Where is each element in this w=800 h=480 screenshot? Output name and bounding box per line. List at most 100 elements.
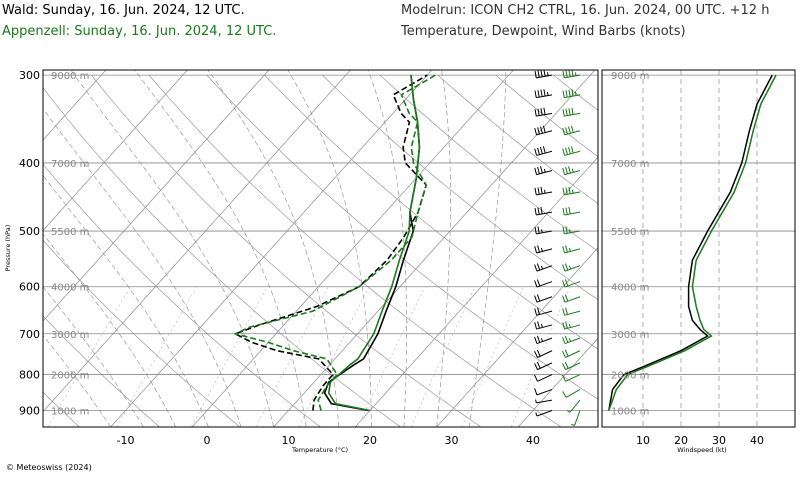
moist-adiabat — [436, 70, 451, 427]
windspeed-tick-label: 10 — [636, 434, 650, 447]
moist-adiabat — [468, 70, 507, 427]
pressure-axis-label: Pressure (hPa) — [4, 225, 12, 272]
barb-flag — [534, 322, 538, 330]
height-label: 9000 m — [51, 71, 89, 82]
dry-adiabat — [148, 74, 562, 427]
dry-adiabat — [437, 74, 598, 205]
barb-flag — [534, 363, 538, 370]
barb-flag — [537, 245, 540, 253]
barb-flag — [565, 207, 568, 215]
wind-barb — [534, 146, 553, 156]
temperature-tick-label: 0 — [204, 434, 211, 447]
moist-adiabat — [134, 70, 307, 427]
isotherm — [43, 70, 107, 141]
barb-staff — [536, 399, 553, 404]
barb-flag — [542, 125, 546, 133]
pressure-tick-label: 500 — [19, 225, 40, 238]
barb-flag — [565, 321, 568, 329]
barb-staff — [569, 399, 581, 413]
wind-barb — [534, 226, 553, 235]
barb-staff — [564, 112, 581, 117]
mixing-ratio-line — [191, 286, 268, 427]
barb-flag — [540, 108, 543, 116]
barb-half-flag — [566, 409, 571, 413]
barb-half-flag — [574, 91, 577, 96]
temperature-tick-label: 20 — [363, 434, 377, 447]
barb-flag — [540, 186, 543, 194]
barb-flag — [565, 90, 568, 98]
barb-flag — [565, 307, 568, 315]
barb-flag — [537, 147, 540, 155]
barb-flag — [564, 335, 569, 343]
barb-staff — [565, 389, 581, 398]
wind-barb — [534, 89, 553, 99]
wind-barb — [534, 166, 553, 176]
barb-half-flag — [546, 72, 549, 76]
wind-barb — [571, 410, 581, 427]
barb-flag — [562, 374, 566, 382]
wind-barb — [562, 226, 581, 235]
wind-height-label: 1000 m — [611, 406, 649, 417]
barb-flag — [534, 70, 537, 78]
barb-half-flag — [546, 91, 549, 96]
barb-flag — [565, 127, 568, 135]
barb-flag — [534, 374, 538, 382]
dry-adiabat — [379, 74, 598, 252]
barb-flag — [568, 126, 571, 134]
barb-flag — [571, 89, 574, 97]
wind-barb — [562, 389, 581, 398]
windspeed-axis-label: Windspeed (kt) — [677, 446, 726, 454]
barb-flag — [537, 307, 540, 315]
barb-flag — [562, 264, 566, 272]
barb-flag — [537, 70, 540, 78]
wind-barb — [562, 70, 581, 79]
barb-half-flag — [574, 72, 577, 76]
barb-flag — [543, 107, 546, 115]
pressure-tick-label: 700 — [19, 328, 40, 341]
barb-flag — [571, 70, 574, 77]
barb-flag — [570, 146, 574, 154]
wind-barb — [534, 245, 553, 254]
barb-flag — [534, 336, 538, 344]
height-label: 4000 m — [51, 283, 89, 294]
barb-flag — [562, 90, 565, 98]
height-label: 3000 m — [51, 330, 89, 341]
barb-flag — [562, 148, 566, 156]
mixing-ratio-line — [116, 286, 197, 427]
barb-flag — [570, 125, 574, 133]
wind-barb — [566, 399, 581, 413]
wind-barb — [534, 206, 553, 216]
wind-barb — [562, 263, 581, 272]
barb-flag — [562, 246, 566, 254]
wind-barb — [562, 307, 581, 316]
mixing-ratio-line — [357, 286, 426, 427]
barb-flag — [562, 70, 565, 78]
dry-adiabat — [206, 74, 598, 400]
temperature-tick-label: 10 — [282, 434, 296, 447]
moist-adiabat — [287, 70, 372, 427]
barb-flag — [537, 127, 540, 135]
appenzell-dewpoint-line — [232, 74, 436, 411]
barb-flag — [564, 294, 569, 302]
barb-flag — [534, 167, 538, 175]
barb-half-flag — [571, 168, 574, 173]
wind-barb — [562, 374, 581, 382]
isotherm — [191, 70, 514, 427]
barb-half-flag — [568, 338, 572, 342]
barb-flag — [562, 295, 566, 303]
wind-barb — [534, 374, 553, 382]
barb-flag — [562, 226, 565, 234]
barb-flag — [536, 294, 541, 302]
barb-flag — [536, 335, 541, 343]
windspeed-border — [601, 69, 796, 428]
temperature-tick-label: -10 — [117, 434, 135, 447]
moist-adiabat — [43, 233, 177, 427]
wind-barb — [535, 399, 553, 404]
dry-adiabat — [43, 163, 321, 427]
wind-barb — [534, 186, 553, 196]
wind-barb — [534, 70, 553, 79]
barb-flag — [534, 128, 538, 136]
barb-half-flag — [543, 168, 546, 173]
